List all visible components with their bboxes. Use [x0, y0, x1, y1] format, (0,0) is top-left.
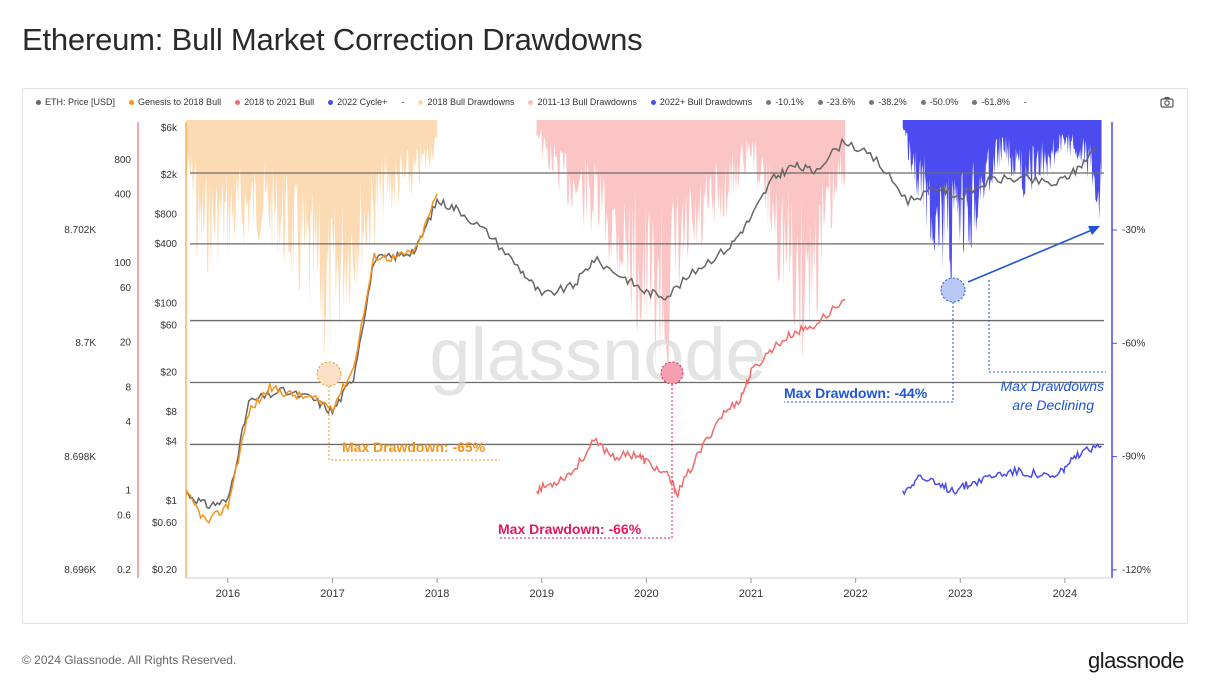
legend-item[interactable]: 2018 Bull Drawdowns — [418, 97, 514, 107]
legend-label: 2011-13 Bull Drawdowns — [537, 97, 637, 107]
legend-dot-icon — [650, 99, 656, 105]
legend-label: - — [401, 97, 405, 107]
glassnode-logo: glassnode — [1088, 648, 1184, 673]
legend-label: 2022 Cycle+ — [337, 97, 388, 107]
legend-dot-icon — [920, 99, 926, 105]
legend-dot-icon — [235, 99, 241, 105]
camera-icon[interactable] — [1160, 96, 1174, 108]
legend-item[interactable]: -50.0% — [920, 97, 959, 107]
legend-label: -38.2% — [878, 97, 907, 107]
chart-panel — [22, 88, 1188, 624]
legend-label: 2018 Bull Drawdowns — [427, 97, 515, 107]
legend-dot-icon — [129, 99, 135, 105]
page-title: Ethereum: Bull Market Correction Drawdow… — [22, 22, 643, 57]
legend-item[interactable]: Genesis to 2018 Bull — [129, 97, 221, 107]
legend-label: -23.6% — [826, 97, 856, 107]
legend-item[interactable]: -10.1% — [766, 97, 804, 107]
legend-dot-icon — [869, 99, 875, 105]
legend-item[interactable]: ETH: Price [USD] — [36, 97, 115, 107]
legend-label: -61.8% — [981, 97, 1010, 107]
legend-dot-icon — [528, 99, 534, 105]
legend-item[interactable]: 2011-13 Bull Drawdowns — [528, 97, 637, 107]
legend-dot-icon — [418, 99, 424, 105]
legend-dot-icon — [36, 99, 41, 105]
legend-dot-icon — [817, 99, 823, 105]
legend-item[interactable]: -23.6% — [817, 97, 856, 107]
legend-item[interactable]: -61.8% — [972, 97, 1010, 107]
legend-item[interactable]: 2022 Cycle+ — [328, 97, 387, 107]
legend-label: -50.0% — [929, 97, 959, 107]
legend-item[interactable]: - — [1024, 97, 1027, 107]
legend-item[interactable]: -38.2% — [869, 97, 907, 107]
legend-dot-icon — [328, 99, 334, 105]
legend-label: Genesis to 2018 Bull — [138, 97, 222, 107]
chart-legend: ETH: Price [USD] Genesis to 2018 Bull 2018… — [36, 94, 1041, 110]
legend-dot-icon — [766, 99, 772, 105]
legend-dot-icon — [972, 99, 978, 105]
legend-label: ETH: Price [USD] — [45, 97, 116, 107]
copyright: © 2024 Glassnode. All Rights Reserved. — [22, 653, 237, 667]
legend-label: 2022+ Bull Drawdowns — [659, 97, 753, 107]
legend-item[interactable]: 2018 to 2021 Bull — [235, 97, 314, 107]
legend-label: 2018 to 2021 Bull — [244, 97, 315, 107]
legend-item[interactable]: 2022+ Bull Drawdowns — [650, 97, 753, 107]
legend-label: -10.1% — [775, 97, 804, 107]
legend-item[interactable]: - — [401, 97, 404, 107]
legend-label: - — [1023, 97, 1027, 107]
